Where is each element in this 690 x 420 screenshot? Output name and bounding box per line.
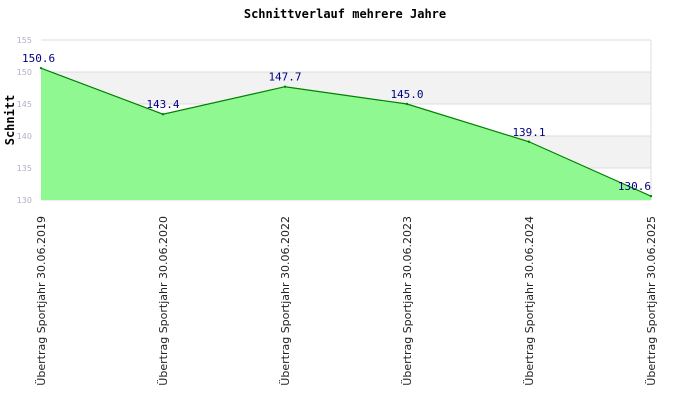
x-tick-label: Übertrag Sportjahr 30.06.2020 <box>157 216 170 386</box>
data-label: 139.1 <box>512 126 545 139</box>
data-point <box>283 85 287 88</box>
data-label: 150.6 <box>22 52 55 65</box>
data-label: 147.7 <box>268 71 301 84</box>
y-tick-label: 140 <box>17 132 32 141</box>
data-point <box>649 194 653 198</box>
y-tick-label: 145 <box>17 100 32 109</box>
data-point <box>39 66 43 70</box>
x-tick-label: Übertrag Sportjahr 30.06.2023 <box>401 216 414 386</box>
chart-title: Schnittverlauf mehrere Jahre <box>244 7 446 21</box>
y-tick-label: 150 <box>17 68 32 77</box>
data-point <box>161 113 165 116</box>
x-tick-label: Übertrag Sportjahr 30.06.2024 <box>523 216 536 386</box>
plot-area: 130 135 140 145 150 155 150.6 Übertrag Sportjah… <box>17 36 658 386</box>
y-tick-label: 130 <box>17 196 32 205</box>
x-tick-label: Übertrag Sportjahr 30.06.2019 <box>35 216 48 386</box>
data-point <box>405 102 409 106</box>
x-tick-label: Übertrag Sportjahr 30.06.2025 <box>645 216 658 386</box>
data-label: 145.0 <box>390 88 423 101</box>
data-point <box>527 140 531 143</box>
y-tick-label: 135 <box>17 164 32 173</box>
y-tick-label: 155 <box>17 36 32 45</box>
x-tick-label: Übertrag Sportjahr 30.06.2022 <box>279 216 292 386</box>
area-fill <box>41 68 651 200</box>
data-label: 143.4 <box>146 98 179 111</box>
data-label: 130.6 <box>618 180 651 193</box>
y-axis-label: Schnitt <box>3 95 17 146</box>
series-line <box>40 67 652 197</box>
